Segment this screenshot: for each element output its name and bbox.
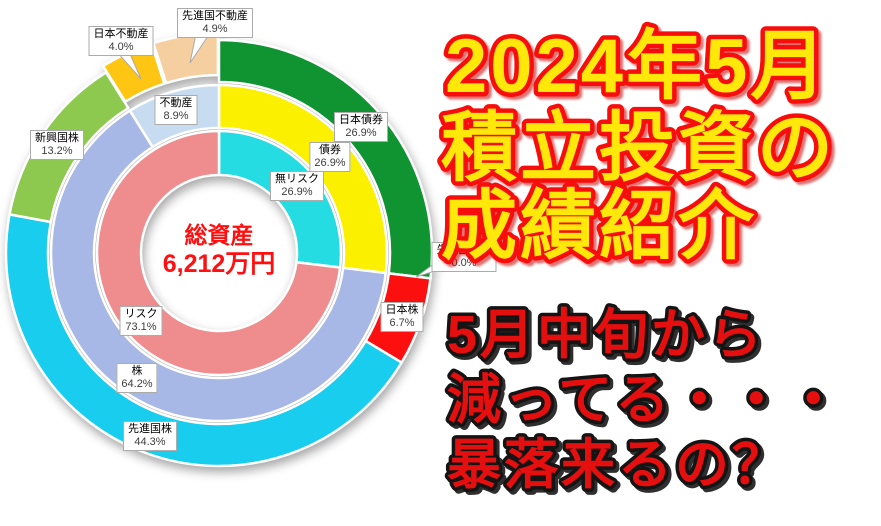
donut-segment	[4, 213, 403, 468]
total-assets-label: 総資産 6,212万円	[163, 221, 276, 279]
donut-segment	[49, 109, 388, 423]
donut-segment	[152, 31, 220, 85]
headline-line-2: 積立投資の	[441, 106, 836, 191]
headline-line-1: 2024年5月	[445, 24, 829, 109]
donut-segment	[101, 42, 166, 103]
total-assets-title: 総資産	[184, 222, 254, 248]
total-assets-value: 6,212万円	[162, 250, 276, 278]
subheadline-line-2: 減ってる・・・	[447, 370, 843, 430]
